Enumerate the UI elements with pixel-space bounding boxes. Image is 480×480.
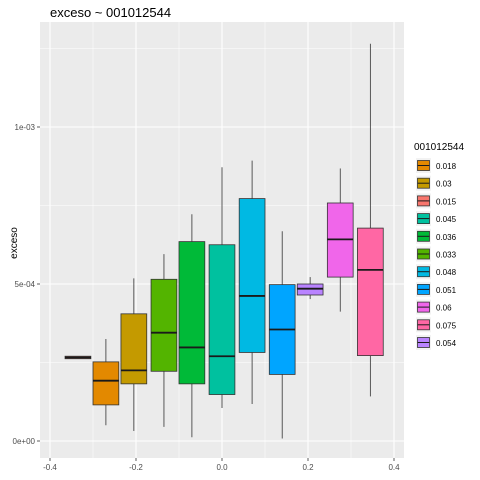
- legend-item: 0.018: [416, 158, 457, 173]
- box-group-0.03: [120, 278, 148, 431]
- y-tick-label: 1e-03: [15, 123, 36, 132]
- box-group-0.075: [357, 43, 384, 397]
- x-tick-label: 0.4: [388, 463, 400, 472]
- legend-title: 001012544: [414, 142, 464, 153]
- legend-label: 0.075: [436, 321, 457, 330]
- y-tick-label: 5e-04: [15, 280, 36, 289]
- legend-label: 0.033: [436, 251, 457, 260]
- box-group-0.045: [208, 167, 236, 409]
- legend-item: 0.075: [416, 317, 457, 333]
- y-tick-label: 0e+00: [13, 437, 36, 446]
- legend-item: 0.045: [416, 211, 457, 227]
- legend-item: 0.015: [416, 193, 457, 209]
- box-group-0.033: [150, 254, 178, 427]
- box: [208, 244, 236, 395]
- y-axis: 0e+00 5e-04 1e-03: [13, 123, 40, 446]
- y-axis-title: exceso: [9, 227, 20, 259]
- box: [357, 227, 384, 356]
- legend-label: 0.018: [436, 162, 457, 171]
- legend-label: 0.03: [436, 180, 452, 189]
- box: [120, 313, 148, 385]
- box-group-0.06: [326, 168, 354, 312]
- box: [238, 198, 266, 353]
- legend: 001012544 0.018 0.03 0.015 0.045 0.036 0.033 0…: [414, 142, 464, 350]
- legend-item: 0.033: [416, 246, 457, 262]
- legend-item: 0.03: [416, 175, 452, 191]
- x-tick-label: 0.2: [302, 463, 314, 472]
- legend-label: 0.045: [436, 215, 457, 224]
- box-group-0.048: [238, 160, 266, 404]
- box-group-0.036: [178, 214, 206, 438]
- legend-label: 0.036: [436, 233, 457, 242]
- box-group-0.054: [296, 277, 324, 300]
- box: [150, 278, 178, 372]
- legend-label: 0.015: [436, 197, 457, 206]
- box: [92, 361, 120, 406]
- box: [178, 241, 206, 385]
- x-tick-label: 0.0: [216, 463, 228, 472]
- legend-item: 0.054: [416, 335, 457, 350]
- x-axis: -0.4 -0.2 0.0 0.2 0.4: [43, 458, 400, 472]
- legend-label: 0.048: [436, 268, 457, 277]
- legend-item: 0.036: [416, 228, 457, 244]
- legend-label: 0.06: [436, 304, 452, 313]
- chart-title: exceso ~ 001012544: [50, 5, 171, 20]
- legend-item: 0.048: [416, 264, 457, 280]
- legend-label: 0.051: [436, 286, 457, 295]
- legend-label: 0.054: [436, 339, 457, 348]
- legend-item: 0.06: [416, 299, 452, 315]
- x-tick-label: -0.2: [129, 463, 143, 472]
- box-group-0.051: [268, 231, 296, 439]
- box-group-0.015: [64, 355, 92, 360]
- x-tick-label: -0.4: [43, 463, 57, 472]
- box-series: [64, 43, 384, 439]
- legend-item: 0.051: [416, 281, 457, 297]
- box-group-0.018: [92, 338, 120, 426]
